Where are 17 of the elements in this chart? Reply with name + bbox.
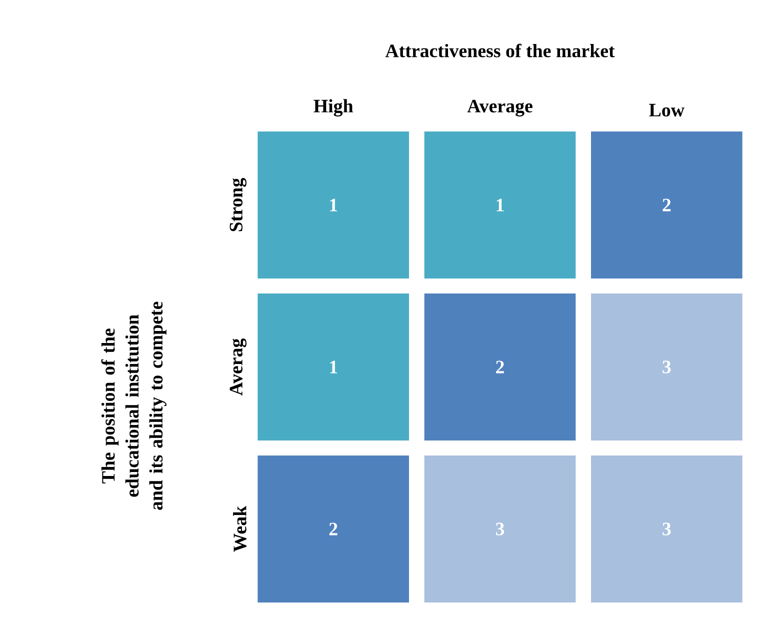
data-label: 3 [662,522,671,536]
data-label: 3 [662,360,671,374]
x-axis-title: Attractiveness of the market [385,44,615,58]
data-label: 2 [496,360,504,374]
data-label: 1 [496,198,504,212]
y-tick-label: Strong [230,178,246,232]
y-tick-label: Averag [230,338,246,396]
data-label: 2 [329,522,338,536]
data-label: 1 [330,360,338,374]
data-label: 2 [662,198,671,212]
y-tick-label: Weak [233,506,246,552]
y-axis-title: The position of the educational institution and its ability to compete [101,302,166,510]
data-label: 1 [330,198,338,212]
x-tick-label: Average [467,100,532,116]
data-label: 3 [496,522,504,536]
x-tick-label: High [314,99,354,116]
x-tick-label: Low [649,104,684,116]
